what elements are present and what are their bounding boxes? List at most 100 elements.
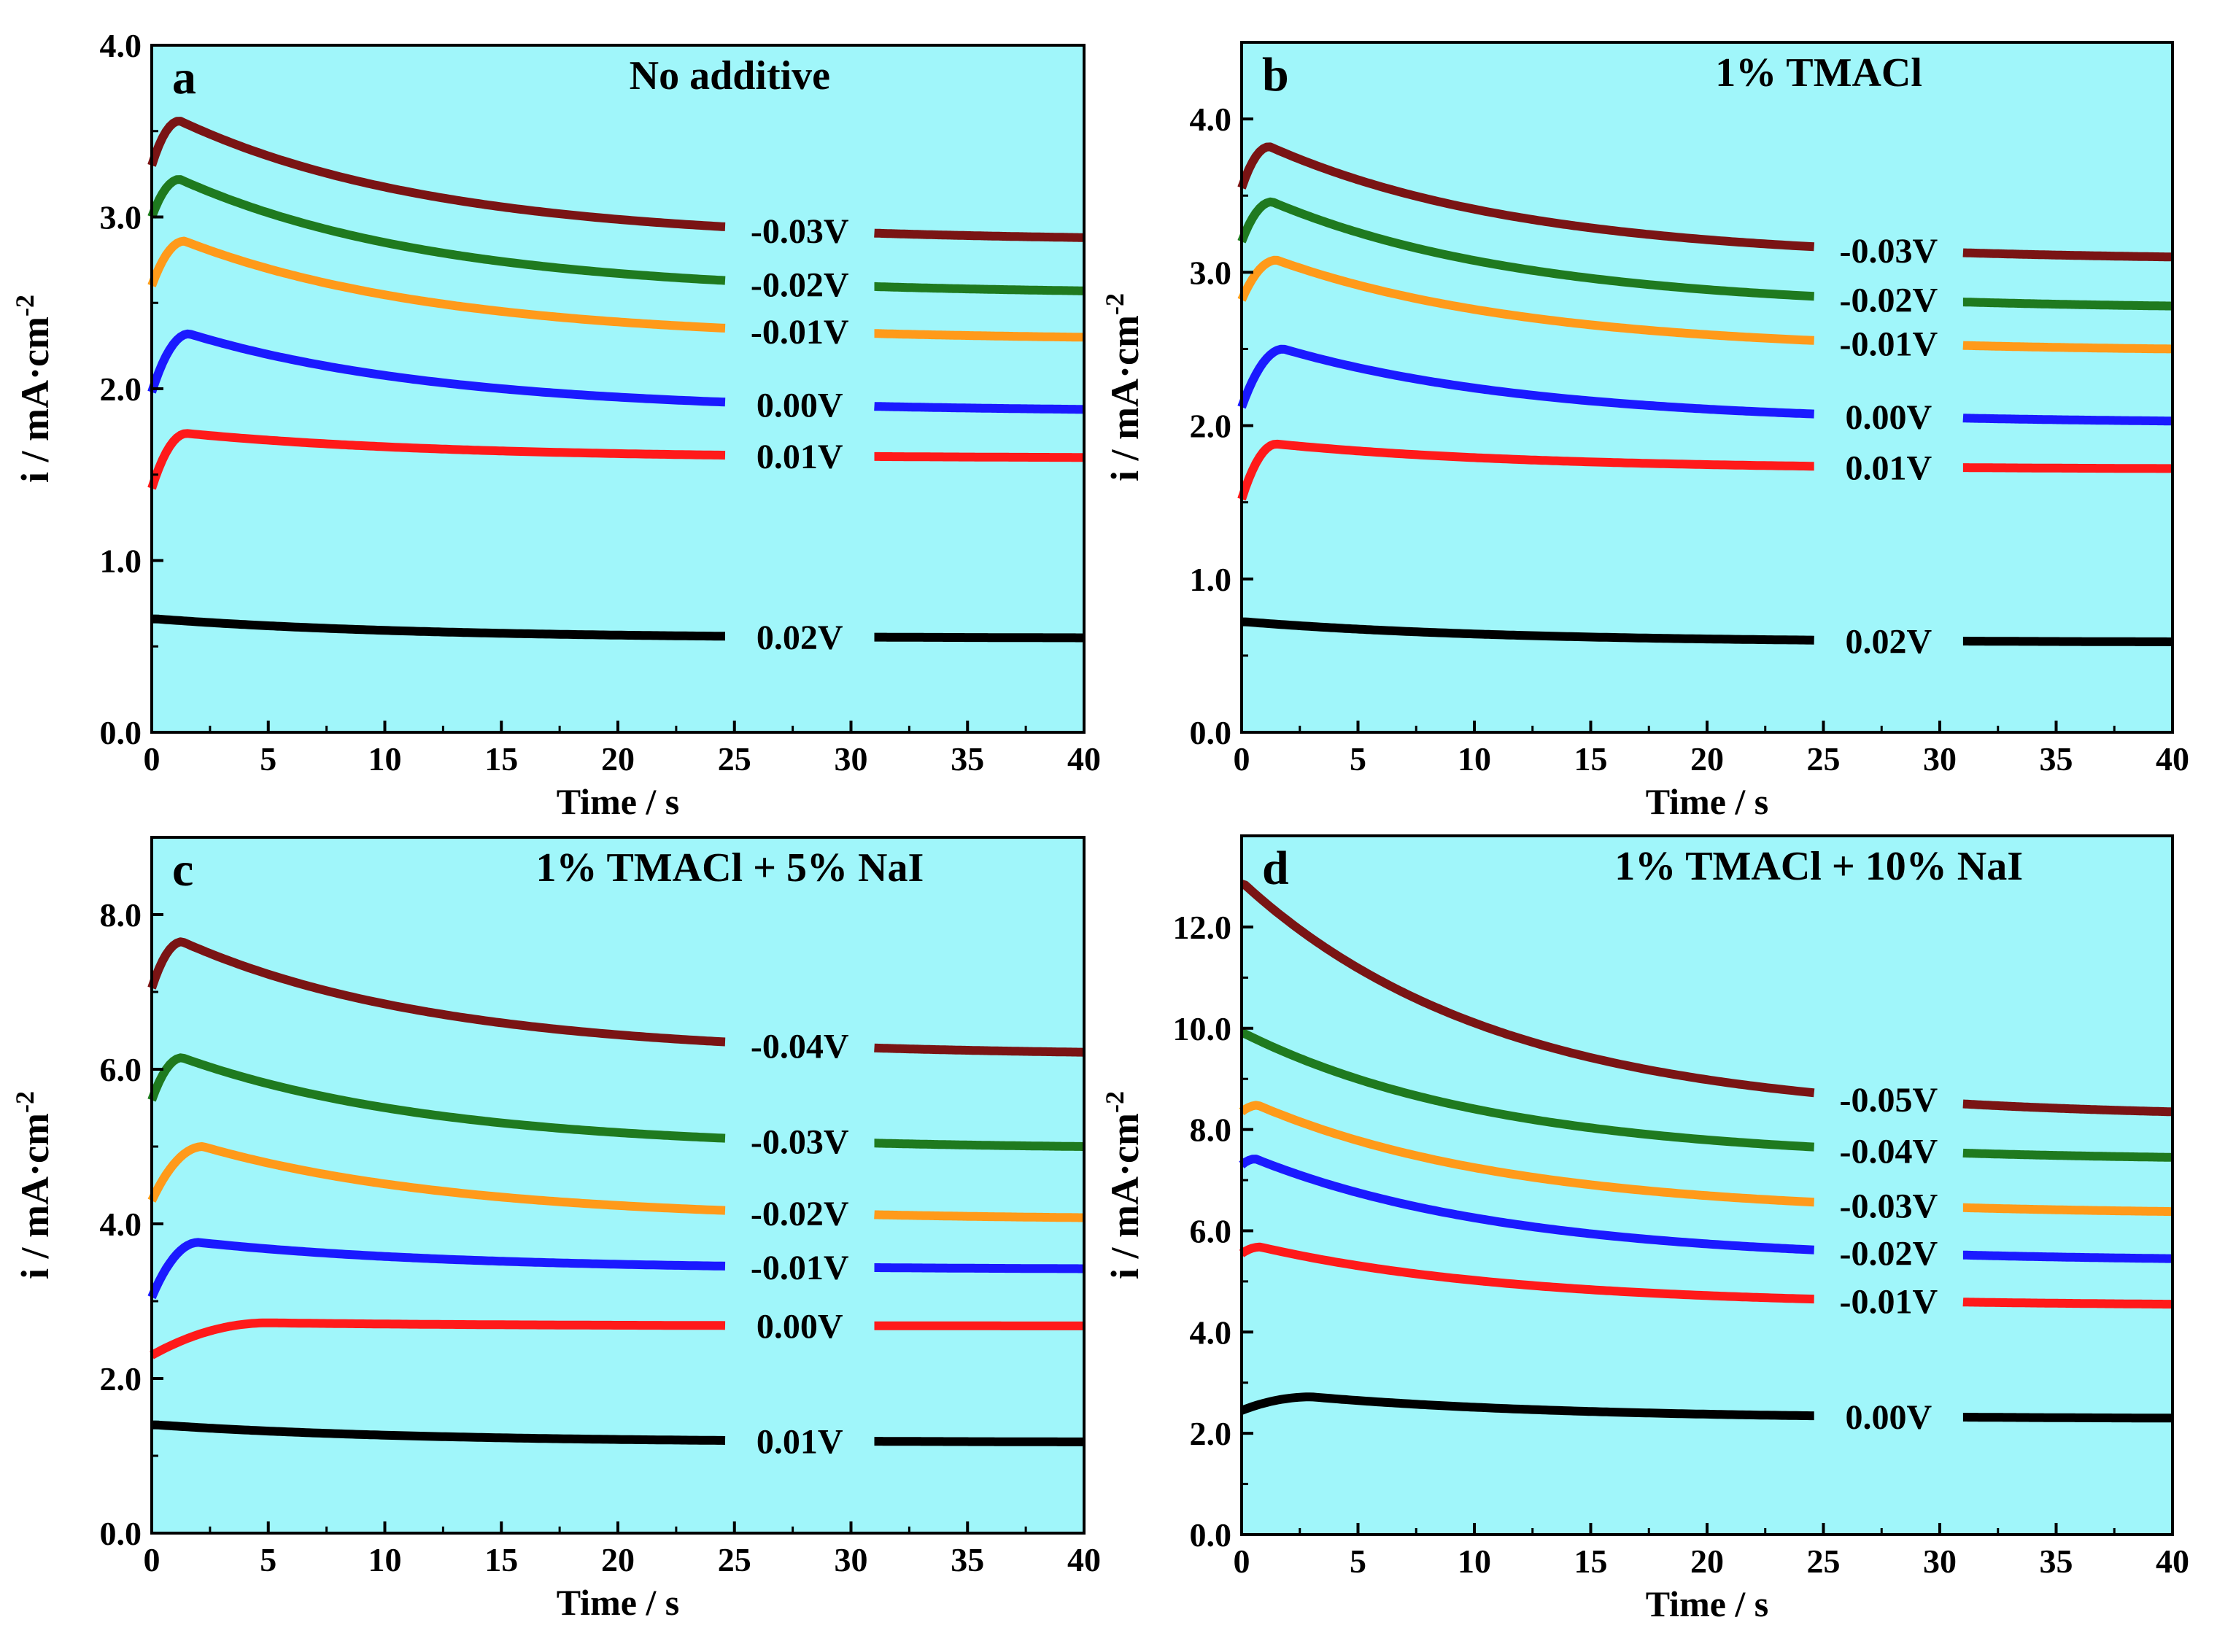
- x-tick-label: 30: [835, 740, 868, 777]
- y-tick-label: 10.0: [1173, 1010, 1232, 1047]
- y-axis-label-superscript: -2: [10, 1091, 39, 1113]
- series-line--0.02V-part2: [871, 1210, 1088, 1222]
- x-tick-label: 25: [1807, 1543, 1841, 1580]
- x-tick-label: 20: [1690, 1543, 1724, 1580]
- series-label: 0.00V: [757, 387, 843, 425]
- x-tick-label: 40: [1067, 740, 1101, 777]
- x-tick-label: 10: [368, 1541, 402, 1578]
- y-tick-label: 6.0: [100, 1051, 142, 1088]
- x-tick-label: 30: [835, 1541, 868, 1578]
- series-line--0.01V-part2: [1959, 341, 2176, 354]
- x-axis-label: Time / s: [557, 781, 680, 822]
- series-label: 0.00V: [1845, 398, 1932, 437]
- series-label: -0.04V: [1839, 1132, 1938, 1171]
- y-axis-label: i / mA·cm-2: [1100, 1091, 1147, 1279]
- series-line--0.03V-part1: [1237, 142, 1815, 252]
- series-line--0.03V-part2: [1959, 248, 2176, 262]
- x-tick-label: 40: [2156, 740, 2189, 777]
- series-line--0.02V-part1: [147, 1142, 727, 1215]
- plot-area: [152, 45, 1084, 732]
- x-tick-label: 40: [2156, 1543, 2189, 1580]
- series-line--0.03V-part1: [147, 117, 727, 231]
- y-tick-label: 4.0: [100, 27, 142, 64]
- series-line--0.01V-part2: [1959, 1298, 2176, 1309]
- series-line-0.00V-part1: [150, 1318, 727, 1360]
- y-axis-label: i / mA·cm-2: [10, 295, 57, 483]
- y-tick-label: 8.0: [100, 896, 142, 934]
- series-line-0.01V-part2: [871, 1437, 1088, 1446]
- y-tick-label: 4.0: [100, 1206, 142, 1243]
- series-line-0.02V-part1: [1240, 617, 1815, 645]
- panel-title: No additive: [630, 53, 830, 98]
- series-label: 0.01V: [1845, 449, 1932, 487]
- panel-c: -0.04V -0.03V -0.02V -0.01V 0.00V 0.01V 0 5 10 15…: [10, 836, 1101, 1623]
- x-tick-label: 0: [1234, 740, 1250, 777]
- x-tick-label: 30: [1923, 1543, 1957, 1580]
- y-tick-label: 6.0: [1190, 1212, 1232, 1249]
- panel-d: -0.05V -0.04V -0.03V -0.02V -0.01V 0.00V 0 5 10 1…: [1100, 834, 2189, 1624]
- x-tick-label: 5: [260, 1541, 276, 1578]
- y-axis-label: i / mA·cm-2: [1100, 293, 1147, 481]
- series-line--0.04V-part2: [871, 1043, 1088, 1057]
- panel-letter: a: [172, 51, 196, 104]
- series-line-0.02V-part2: [871, 632, 1088, 643]
- series-label: 0.01V: [757, 438, 843, 476]
- y-axis-label-superscript: -2: [1100, 293, 1129, 315]
- series-label: -0.05V: [1839, 1081, 1938, 1120]
- series-line-0.02V-part1: [150, 614, 727, 641]
- x-tick-label: 25: [718, 1541, 751, 1578]
- x-tick-label: 20: [601, 740, 635, 777]
- series-line-0.01V-part1: [1237, 439, 1815, 501]
- series-label: -0.03V: [1839, 1187, 1938, 1226]
- series-label: -0.01V: [1839, 1282, 1938, 1321]
- series-line--0.01V-part1: [147, 1238, 727, 1300]
- x-tick-label: 20: [1690, 740, 1724, 777]
- x-tick-label: 15: [1574, 740, 1608, 777]
- x-tick-label: 35: [951, 1541, 984, 1578]
- series-label: -0.03V: [751, 212, 849, 251]
- y-axis-label-text: i / mA·cm: [1103, 315, 1147, 481]
- series-label: 0.02V: [757, 618, 843, 657]
- x-tick-label: 5: [1350, 1543, 1366, 1580]
- plot-area: [152, 837, 1084, 1533]
- y-tick-label: 0.0: [1190, 1516, 1232, 1554]
- x-axis-label: Time / s: [1646, 1583, 1769, 1624]
- series-line-0.00V-part2: [1959, 414, 2176, 426]
- x-tick-label: 0: [144, 1541, 160, 1578]
- panel-title: 1% TMACl: [1715, 50, 1922, 96]
- series-line--0.02V-part2: [1959, 1250, 2176, 1263]
- series-line-0.00V-part1: [147, 329, 727, 407]
- y-tick-label: 12.0: [1173, 909, 1232, 946]
- y-tick-label: 0.0: [100, 1515, 142, 1552]
- y-tick-label: 1.0: [1190, 561, 1232, 598]
- series-line--0.03V-part1: [1239, 1101, 1815, 1207]
- series-label: -0.02V: [1839, 282, 1938, 320]
- series-label: 0.02V: [1845, 622, 1932, 661]
- series-label: -0.02V: [1839, 1235, 1938, 1273]
- series-line--0.04V-part1: [1240, 1028, 1815, 1152]
- series-line--0.03V-part2: [871, 1139, 1088, 1151]
- y-tick-label: 4.0: [1190, 1314, 1232, 1351]
- x-tick-label: 30: [1923, 740, 1957, 777]
- panel-letter: c: [172, 843, 193, 896]
- x-tick-label: 10: [368, 740, 402, 777]
- series-line--0.05V-part1: [1240, 880, 1815, 1098]
- y-axis-label-text: i / mA·cm: [13, 1113, 57, 1279]
- panel-letter: d: [1262, 842, 1289, 895]
- series-line--0.01V-part1: [1237, 255, 1815, 345]
- series-label: -0.01V: [1839, 325, 1938, 364]
- y-tick-label: 1.0: [100, 543, 142, 580]
- series-line--0.01V-part2: [871, 329, 1088, 342]
- series-line--0.02V-part2: [871, 282, 1088, 295]
- x-tick-label: 35: [2040, 1543, 2073, 1580]
- series-line--0.03V-part1: [147, 1053, 727, 1143]
- series-line--0.05V-part2: [1959, 1099, 2176, 1117]
- series-label: -0.03V: [1839, 232, 1938, 271]
- series-line--0.01V-part1: [147, 236, 727, 333]
- y-tick-label: 2.0: [1190, 1415, 1232, 1452]
- series-label: 0.01V: [757, 1423, 843, 1462]
- series-line-0.00V-part2: [871, 402, 1088, 414]
- series-line-0.00V-part2: [1959, 1413, 2176, 1423]
- x-tick-label: 25: [718, 740, 751, 777]
